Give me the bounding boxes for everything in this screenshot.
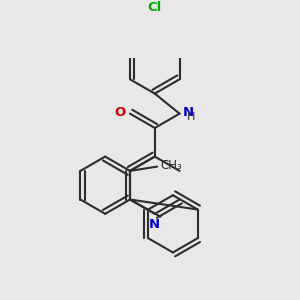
Text: CH₃: CH₃ bbox=[160, 159, 182, 172]
Text: Cl: Cl bbox=[148, 1, 162, 14]
Text: N: N bbox=[183, 106, 194, 119]
Text: H: H bbox=[187, 112, 195, 122]
Text: N: N bbox=[149, 218, 160, 231]
Text: O: O bbox=[115, 106, 126, 119]
